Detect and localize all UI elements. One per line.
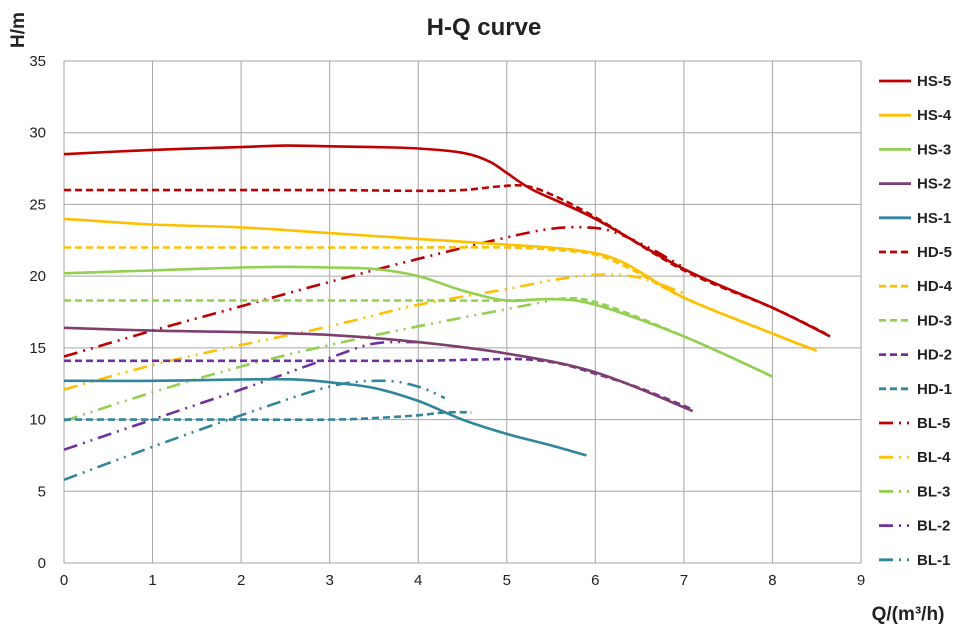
y-tick-label: 20 <box>29 268 46 285</box>
legend-label: HD-3 <box>917 312 952 329</box>
series-line-hs-2 <box>63 326 694 413</box>
legend-label: HS-1 <box>917 210 951 227</box>
x-tick-label: 1 <box>148 572 156 589</box>
legend: HS-5 HS-4 HS-3 HS-2 HS-1 HD-5 HD-4 HD-3 HD-2 HD-1… <box>879 73 953 569</box>
series-line-bl-4 <box>63 273 685 391</box>
y-tick-label: 30 <box>29 125 46 142</box>
legend-label: HD-5 <box>917 244 952 261</box>
legend-label: HD-2 <box>917 347 952 364</box>
series-line-bl-3 <box>63 299 552 423</box>
legend-label: BL-2 <box>917 518 950 535</box>
y-axis-title: H/m <box>8 12 29 48</box>
series-line-hd-3 <box>64 296 773 378</box>
x-tick-label: 8 <box>768 572 776 589</box>
legend-label: HS-5 <box>917 73 951 90</box>
x-tick-label: 7 <box>680 572 688 589</box>
x-axis-title: Q/(m³/h) <box>872 604 945 625</box>
x-tick-label: 5 <box>503 572 511 589</box>
legend-label: BL-4 <box>917 449 951 466</box>
series-lines <box>63 144 831 482</box>
x-tick-label: 0 <box>60 572 68 589</box>
tick-labels: 0 1 2 3 4 5 6 7 8 9 0 5 10 15 20 25 30 35 <box>29 53 865 589</box>
legend-label: HD-4 <box>917 278 953 295</box>
y-tick-label: 15 <box>29 340 46 357</box>
legend-label: HS-2 <box>917 176 951 193</box>
legend-label: HS-3 <box>917 141 951 158</box>
series-line-hs-5 <box>63 144 831 338</box>
x-tick-label: 2 <box>237 572 245 589</box>
y-tick-label: 35 <box>29 53 46 70</box>
y-tick-label: 5 <box>38 483 46 500</box>
series-line-hd-1 <box>64 410 472 421</box>
legend-label: BL-1 <box>917 552 950 569</box>
series-line-hd-2 <box>64 357 694 411</box>
x-tick-label: 3 <box>325 572 333 589</box>
y-tick-label: 0 <box>38 555 46 572</box>
series-line-hd-4 <box>64 245 809 350</box>
legend-label: HS-4 <box>917 107 952 124</box>
series-line-hs-3 <box>63 265 773 378</box>
series-line-hs-1 <box>63 377 587 457</box>
legend-label: HD-1 <box>917 381 952 398</box>
series-line-hs-4 <box>63 217 818 352</box>
y-tick-label: 10 <box>29 412 46 429</box>
chart-title: H-Q curve <box>427 14 542 41</box>
x-tick-label: 9 <box>857 572 865 589</box>
legend-label: BL-5 <box>917 415 950 432</box>
series-line-bl-5 <box>63 225 685 358</box>
legend-label: BL-3 <box>917 483 950 500</box>
x-tick-label: 6 <box>591 572 599 589</box>
series-line-bl-1 <box>63 379 446 482</box>
x-tick-label: 4 <box>414 572 422 589</box>
y-tick-label: 25 <box>29 196 46 213</box>
